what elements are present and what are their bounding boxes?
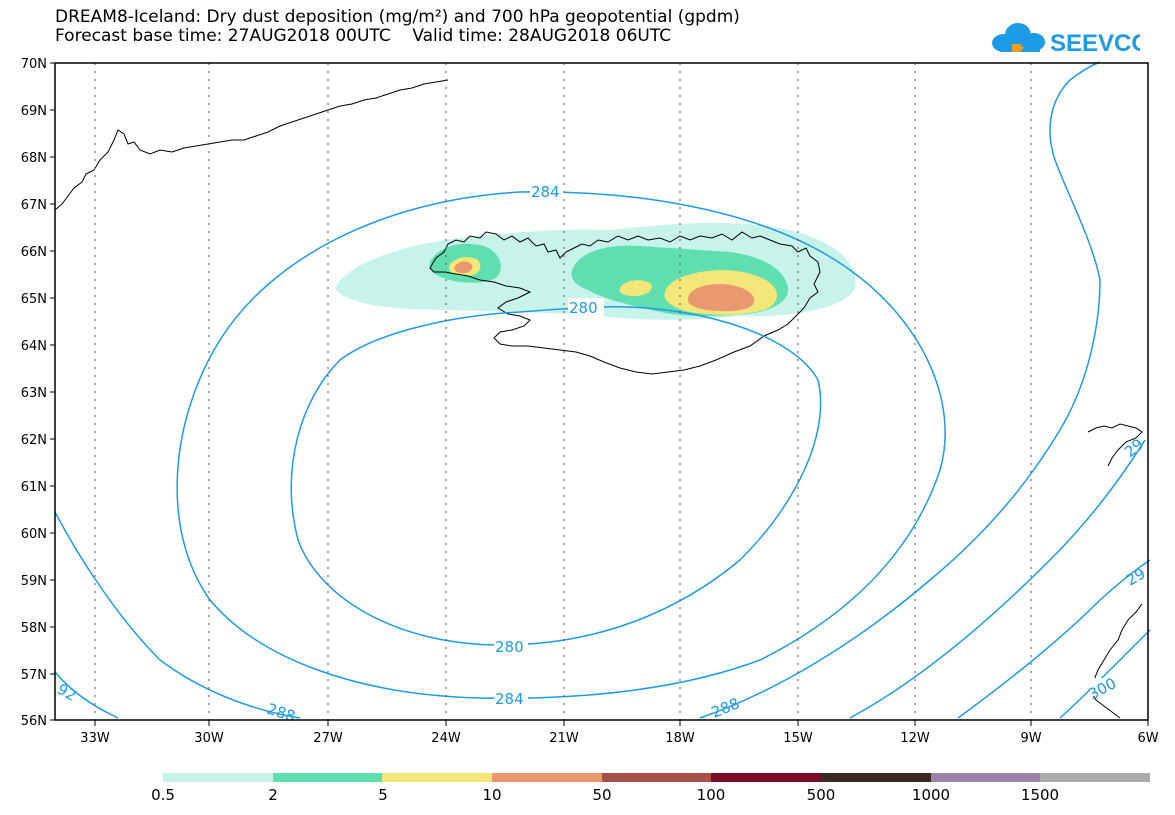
scotland-coastline (1089, 603, 1143, 719)
contour-label-280-bottom: 280 (495, 638, 524, 656)
valid-time-label: Valid time: 28AUG2018 06UTC (412, 26, 672, 46)
color-legend (163, 773, 1151, 782)
legend-swatch (1040, 773, 1151, 782)
contour-288-east (699, 61, 1101, 719)
faroe-shetland-coastline (1087, 423, 1143, 467)
legend-swatch (711, 773, 822, 782)
lon-label: 6W (1137, 731, 1158, 746)
geopotential-contours (54, 61, 1151, 719)
lat-label: 69N (21, 104, 47, 119)
lon-label: 15W (783, 731, 813, 746)
dust-area-veryhigh-east (687, 284, 755, 312)
seevccc-logo: SEEVCCC (992, 23, 1140, 57)
lat-label: 60N (21, 527, 47, 542)
contour-label-284-top: 284 (531, 183, 560, 201)
contour-292-west (54, 671, 119, 719)
lon-label: 24W (431, 731, 461, 746)
logo-text: SEEVCCC (1050, 30, 1140, 57)
contour-label-29-a: 29 (1121, 435, 1147, 461)
contour-label-284-bottom: 284 (495, 690, 524, 708)
base-time-label: Forecast base time: 27AUG2018 00UTC (55, 26, 391, 46)
legend-label: 1500 (1020, 786, 1060, 804)
lat-label: 59N (21, 574, 47, 589)
lat-label: 66N (21, 245, 47, 260)
legend-label: 50 (592, 786, 612, 804)
legend-label: 0.5 (151, 786, 175, 804)
lon-label: 12W (900, 731, 930, 746)
legend-labels: 0.5 2 5 10 50 100 500 1000 1500 (0, 786, 1175, 806)
lon-label: 30W (194, 731, 224, 746)
legend-label: 5 (378, 786, 388, 804)
lon-label: 27W (313, 731, 343, 746)
lat-label: 58N (21, 621, 47, 636)
graticule (94, 63, 1032, 720)
cloud-icon (992, 23, 1045, 52)
dust-area-high-spot (619, 280, 652, 296)
legend-label: 100 (696, 786, 726, 804)
legend-swatch (163, 773, 273, 782)
lon-label: 33W (80, 731, 110, 746)
contour-label-288-east: 288 (709, 694, 742, 721)
contour-288 (54, 511, 301, 719)
contour-label-288-west: 288 (265, 700, 298, 726)
legend-label: 10 (482, 786, 502, 804)
longitude-labels: 33W 30W 27W 24W 21W 18W 15W 12W 9W 6W (80, 731, 1158, 746)
lon-label: 9W (1020, 731, 1041, 746)
lat-label: 61N (21, 480, 47, 495)
legend-swatch (272, 773, 383, 782)
lon-label: 18W (665, 731, 695, 746)
contour-label-92-west: 92 (54, 680, 80, 705)
lat-label: 70N (21, 57, 47, 72)
contour-label-29-b: 29 (1123, 564, 1149, 589)
legend-label: 1000 (911, 786, 951, 804)
contour-280 (290, 305, 822, 646)
legend-label: 500 (806, 786, 836, 804)
legend-swatch (601, 773, 712, 782)
lat-label: 63N (21, 386, 47, 401)
contour-300 (1059, 629, 1151, 719)
legend-swatch (821, 773, 931, 782)
map-title: DREAM8-Iceland: Dry dust deposition (mg/… (55, 7, 740, 27)
greenland-coastline (54, 79, 449, 211)
legend-swatch (930, 773, 1041, 782)
contour-296 (957, 559, 1151, 719)
contour-284 (176, 191, 946, 699)
latitude-labels: 70N 69N 68N 67N 66N 65N 64N 63N 62N 61N … (21, 57, 47, 729)
contour-label-280-top: 280 (569, 299, 598, 317)
coastline-layer (54, 79, 1143, 719)
legend-swatch (382, 773, 493, 782)
lat-label: 67N (21, 198, 47, 213)
iceland-coastline (429, 231, 821, 375)
dust-area-veryhigh-west (454, 261, 473, 274)
lon-label: 21W (549, 731, 579, 746)
lat-label: 62N (21, 433, 47, 448)
map-subtitle: Forecast base time: 27AUG2018 00UTC Vali… (55, 27, 671, 46)
lat-label: 65N (21, 292, 47, 307)
tick-marks (50, 62, 1149, 726)
legend-swatch (492, 773, 602, 782)
lat-label: 56N (21, 714, 47, 729)
lat-label: 68N (21, 151, 47, 166)
lat-label: 64N (21, 339, 47, 354)
legend-label: 2 (268, 786, 278, 804)
lat-label: 57N (21, 668, 47, 683)
contour-292 (849, 439, 1146, 719)
